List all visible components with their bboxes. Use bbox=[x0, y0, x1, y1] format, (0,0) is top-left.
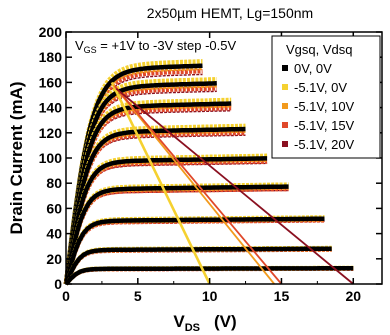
legend-box bbox=[271, 35, 381, 159]
legend-title: Vgsq, Vdsq bbox=[286, 42, 353, 57]
iv-curve-vgs-m2-series-0 bbox=[63, 216, 325, 285]
legend-swatch-1 bbox=[282, 84, 288, 90]
legend-swatch-3 bbox=[282, 122, 288, 128]
iv-curve-vgs-m1-series-0 bbox=[63, 156, 268, 285]
chart-title: 2x50µm HEMT, Lg=150nm bbox=[147, 5, 313, 21]
legend-label-2: -5.1V, 10V bbox=[294, 99, 355, 114]
iv-curve-vgs-m3-series-0 bbox=[64, 266, 354, 286]
x-tick-label: 20 bbox=[345, 288, 361, 304]
x-label-unit: (V) bbox=[214, 312, 237, 331]
y-axis-label: Drain Current (mA) bbox=[7, 81, 26, 234]
iv-curve-vgs-0-series-0 bbox=[63, 101, 232, 285]
annotation-text: = +1V to -3V step -0.5V bbox=[97, 38, 237, 53]
legend-label-4: -5.1V, 20V bbox=[294, 137, 355, 152]
annotation-sub: GS bbox=[84, 45, 97, 55]
legend-items: 0V, 0V -5.1V, 0V -5.1V, 10V -5.1V, 15V -5.1V… bbox=[282, 61, 355, 152]
x-tick-label: 0 bbox=[62, 288, 70, 304]
vgs-annotation: VGS = +1V to -3V step -0.5V bbox=[75, 38, 236, 55]
iv-curve-vgs-m2p5-series-0 bbox=[63, 246, 332, 285]
y-tick-label: 0 bbox=[54, 276, 62, 292]
y-tick-label: 160 bbox=[39, 74, 63, 90]
annotation-prefix: V bbox=[75, 38, 84, 53]
x-label-main: V bbox=[173, 312, 185, 331]
iv-curve-vgs-m1p5-series-0 bbox=[63, 184, 289, 285]
x-axis-label: VDS (V) bbox=[173, 312, 236, 334]
load-line-1 bbox=[112, 84, 275, 285]
y-tick-label: 80 bbox=[46, 175, 62, 191]
load-line-3 bbox=[115, 88, 354, 285]
y-tick-label: 140 bbox=[39, 100, 63, 116]
x-tick-label: 5 bbox=[134, 288, 142, 304]
legend-label-3: -5.1V, 15V bbox=[294, 118, 355, 133]
iv-curve-vgs-1-series-4 bbox=[65, 73, 203, 285]
legend: Vgsq, Vdsq 0V, 0V -5.1V, 0V -5.1V, 10V -5.1… bbox=[271, 35, 381, 159]
legend-swatch-4 bbox=[282, 141, 288, 147]
legend-swatch-2 bbox=[282, 103, 288, 109]
y-tick-label: 100 bbox=[39, 150, 63, 166]
iv-curve-vgs-m0p5-series-0 bbox=[63, 126, 246, 285]
load-lines-layer bbox=[110, 81, 354, 285]
legend-swatch-0 bbox=[282, 65, 288, 71]
legend-label-1: -5.1V, 0V bbox=[294, 80, 347, 95]
y-tick-label: 200 bbox=[39, 24, 63, 40]
x-label-sub: DS bbox=[185, 322, 200, 334]
x-tick-label: 10 bbox=[202, 288, 218, 304]
iv-curve-vgs-m0p5-series-1 bbox=[63, 123, 246, 285]
load-line-0 bbox=[110, 81, 211, 285]
y-tick-label: 40 bbox=[46, 226, 62, 242]
iv-curve-vgs-0p5-series-0 bbox=[63, 81, 217, 285]
x-tick-label: 15 bbox=[274, 288, 290, 304]
y-tick-label: 120 bbox=[39, 125, 63, 141]
y-tick-label: 60 bbox=[46, 200, 62, 216]
y-tick-label: 20 bbox=[46, 251, 62, 267]
legend-label-0: 0V, 0V bbox=[294, 61, 332, 76]
y-tick-label: 180 bbox=[39, 49, 63, 65]
load-line-2 bbox=[114, 85, 283, 285]
